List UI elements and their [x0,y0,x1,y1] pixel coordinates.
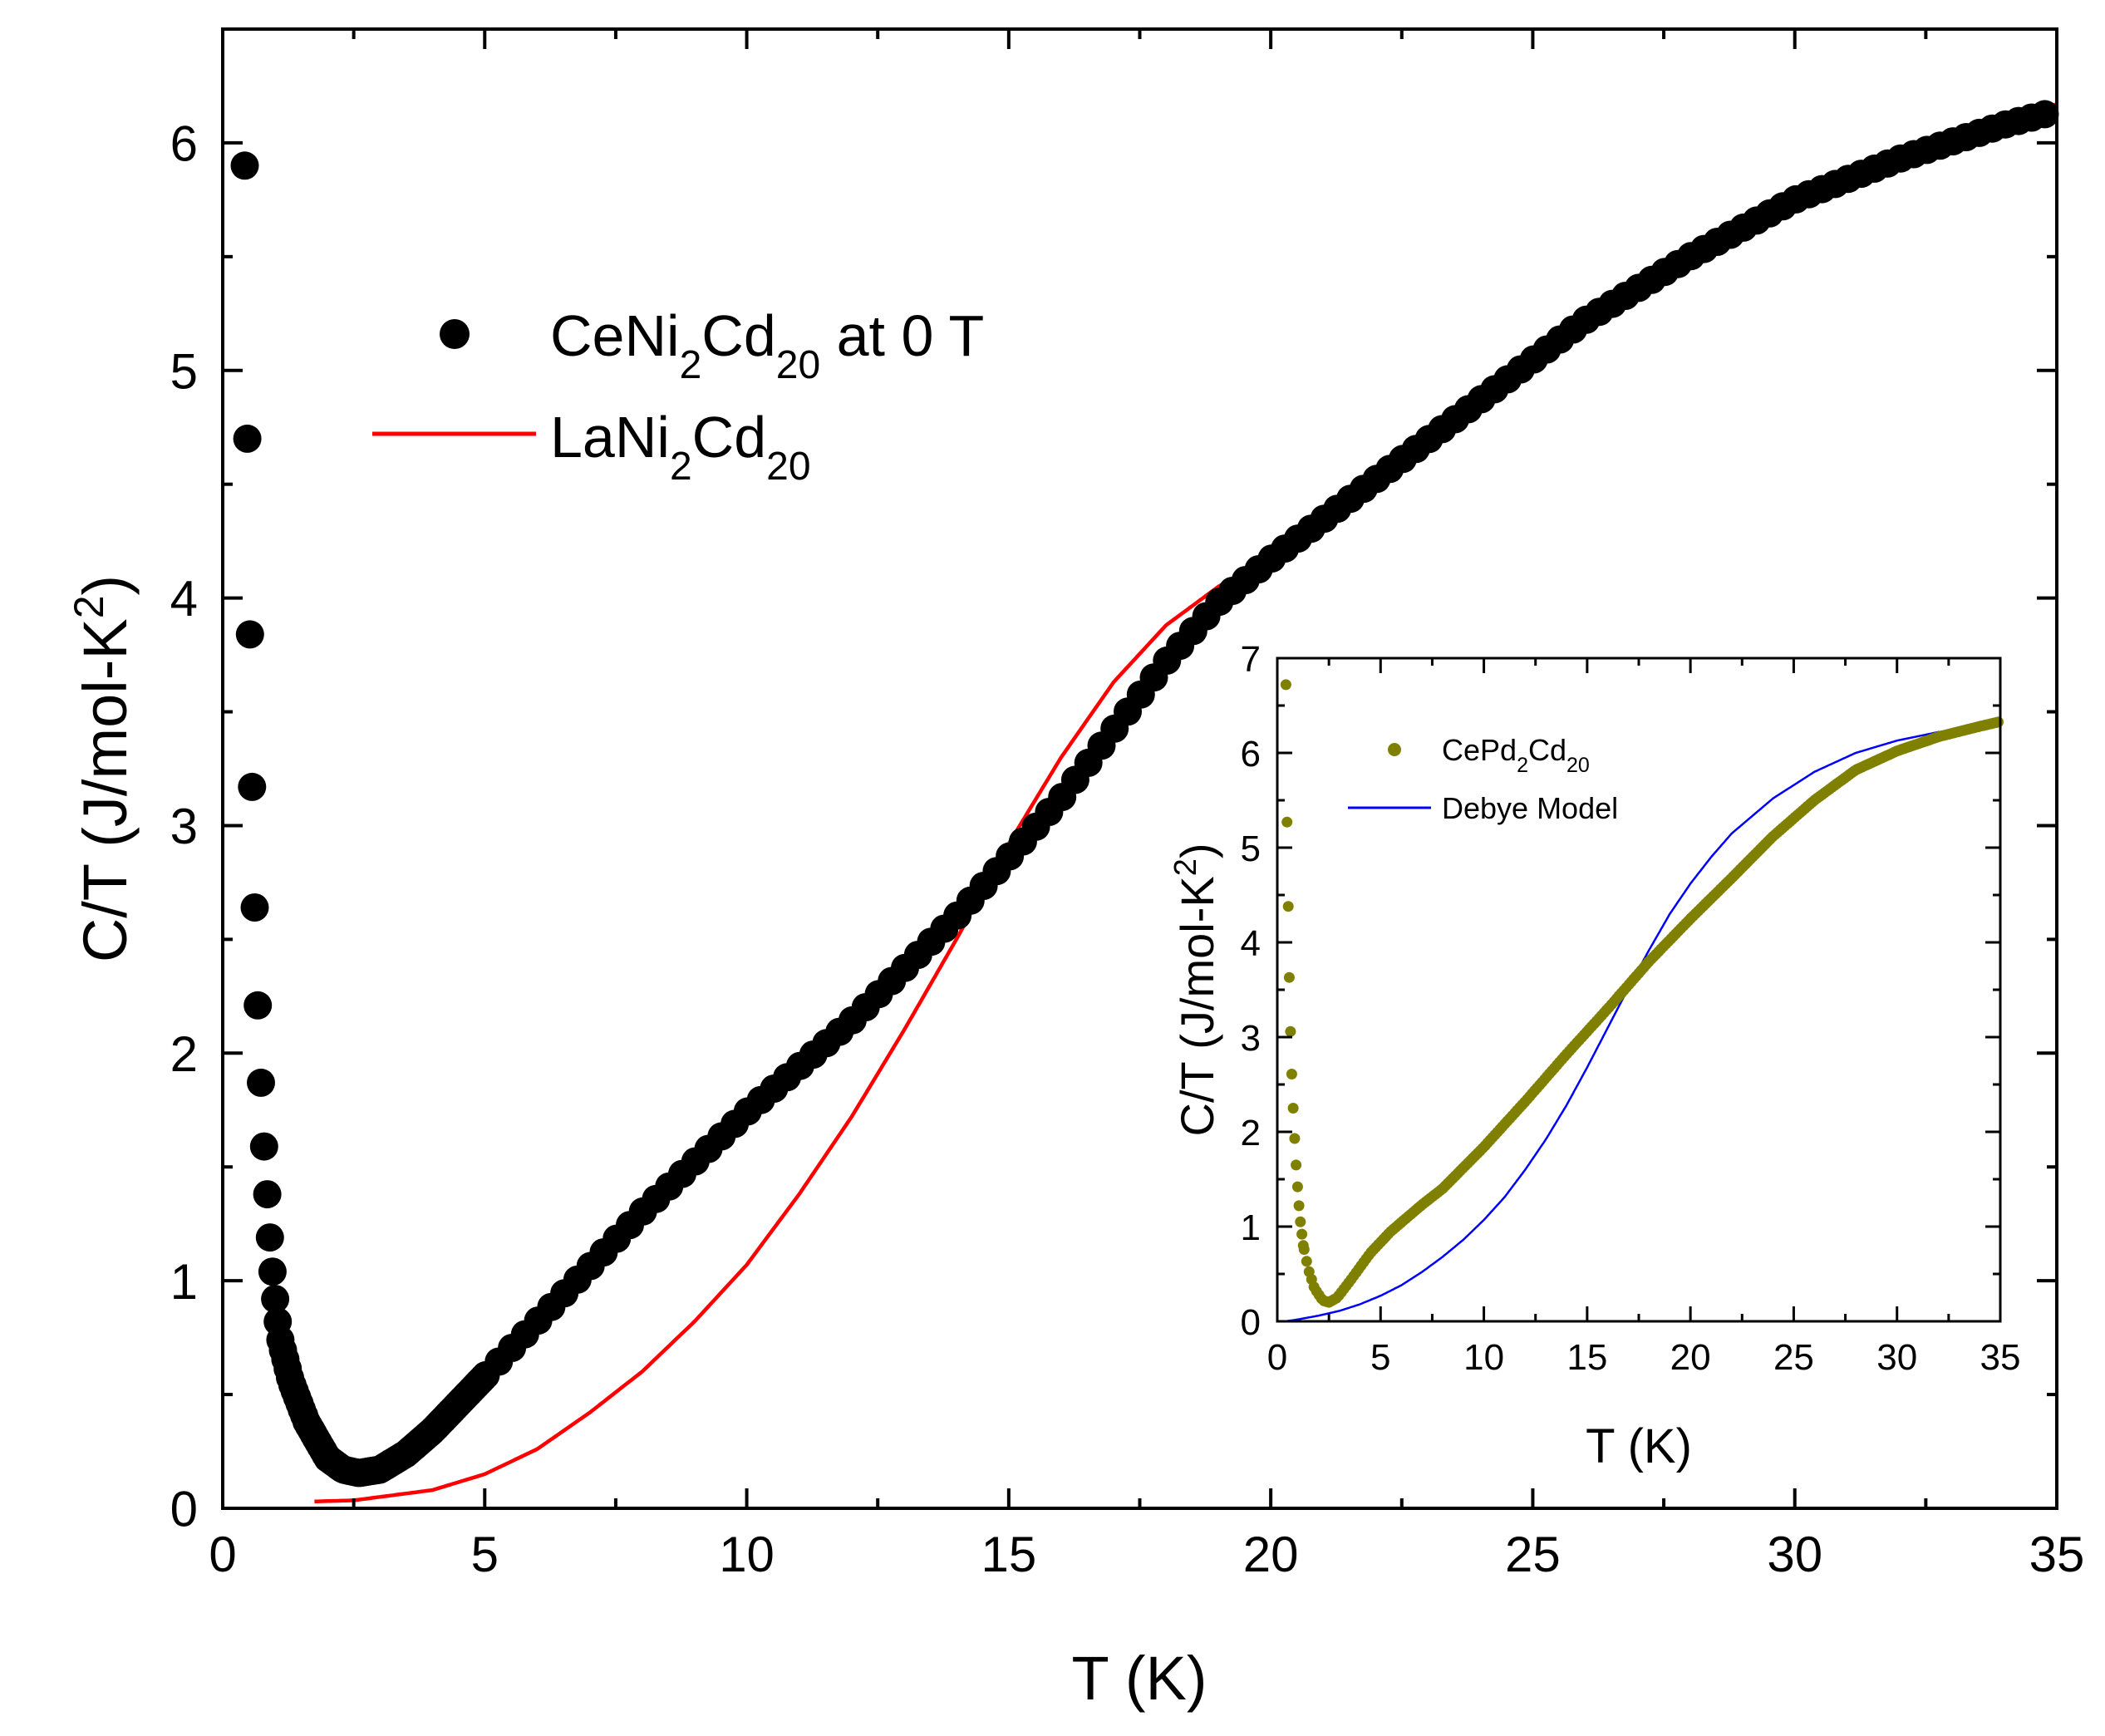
inset-axis-ticks: 0 5 10 15 20 25 30 35 0 1 2 3 4 5 6 7 [1241,639,2021,1378]
data-point-cepd2cd20 [1286,1069,1297,1079]
y-tick-label: 3 [170,799,198,854]
data-point-cepd2cd20 [1289,1133,1301,1144]
data-point-ceni2cd20-at-0-t [253,1180,282,1209]
x-tick-label: 25 [1505,1527,1561,1582]
y-tick-label: 2 [1241,1113,1261,1153]
y-tick-label: 5 [170,343,198,399]
data-point-ceni2cd20-at-0-t [233,424,262,453]
x-tick-label: 35 [1980,1337,2021,1378]
data-point-cepd2cd20 [1291,1181,1303,1193]
x-tick-label: 5 [1370,1337,1390,1378]
y-tick-label: 7 [1241,639,1261,680]
data-point-ceni2cd20-at-0-t [255,1223,284,1252]
data-point-ceni2cd20-at-0-t [249,1132,278,1161]
y-tick-label: 1 [170,1254,198,1310]
main-series-layer [230,100,2059,1504]
data-point-ceni2cd20-at-0-t [2030,100,2059,129]
x-tick-label: 15 [1566,1337,1607,1378]
inset-y-axis-label: C/T (J/mol-K2) [1168,843,1223,1137]
legend-marker-cepd2cd20 [1388,743,1401,756]
y-tick-label: 1 [1241,1207,1261,1248]
data-point-ceni2cd20-at-0-t [243,991,273,1020]
data-point-cepd2cd20 [1293,1200,1305,1212]
y-tick-label: 4 [1241,923,1261,964]
y-tick-label: 4 [170,571,198,627]
y-tick-label: 0 [170,1482,198,1537]
main-y-axis-label: C/T (J/mol-K2) [66,575,140,962]
x-tick-label: 5 [471,1527,499,1582]
data-point-cepd2cd20 [1993,716,2004,728]
y-tick-label: 6 [1241,734,1261,775]
y-tick-label: 0 [1241,1302,1261,1343]
y-tick-label: 5 [1241,829,1261,869]
x-tick-label: 15 [981,1527,1036,1582]
data-point-cepd2cd20 [1296,1228,1308,1240]
y-tick-label: 6 [170,116,198,172]
x-tick-label: 10 [1463,1337,1504,1378]
main-legend: CeNi2Cd20 at 0 T LaNi2Cd20 [372,303,984,489]
data-point-cepd2cd20 [1287,1103,1299,1114]
data-point-cepd2cd20 [1281,816,1293,828]
data-point-cepd2cd20 [1285,1025,1296,1037]
data-point-cepd2cd20 [1295,1216,1306,1227]
inset-background [1276,657,2002,1321]
data-point-ceni2cd20-at-0-t [238,772,267,801]
inset-plot: 0 5 10 15 20 25 30 35 0 1 2 3 4 5 6 7 T (K) C/T (J/mol-… [1168,639,2020,1473]
data-point-ceni2cd20-at-0-t [230,151,259,180]
data-point-ceni2cd20-at-0-t [247,1068,275,1097]
inset-x-axis-label: T (K) [1586,1419,1692,1473]
data-point-cepd2cd20 [1291,1159,1302,1171]
y-tick-label: 2 [170,1026,198,1082]
data-point-cepd2cd20 [1282,901,1294,912]
x-tick-label: 20 [1243,1527,1299,1582]
x-tick-label: 30 [1876,1337,1917,1378]
inset-legend: CePd2Cd20 Debye Model [1348,733,1618,825]
legend-marker-ceni2cd20 [440,319,470,349]
legend-label-cepd2cd20: CePd2Cd20 [1442,733,1590,777]
legend-label-debye-model: Debye Model [1442,791,1618,825]
data-point-cepd2cd20 [1280,679,1291,691]
data-point-ceni2cd20-at-0-t [258,1257,287,1286]
x-tick-label: 0 [209,1527,236,1582]
x-tick-label: 35 [2029,1527,2085,1582]
x-tick-label: 30 [1767,1527,1822,1582]
x-tick-label: 10 [719,1527,775,1582]
y-tick-label: 3 [1241,1018,1261,1059]
data-point-ceni2cd20-at-0-t [261,1285,290,1314]
x-tick-label: 25 [1773,1337,1814,1378]
x-tick-label: 0 [1267,1337,1287,1378]
legend-label-ceni2cd20: CeNi2Cd20 at 0 T [550,303,984,387]
x-tick-label: 20 [1670,1337,1711,1378]
inset-series-layer [1280,679,2004,1323]
data-point-ceni2cd20-at-0-t [235,620,264,649]
data-point-cepd2cd20 [1298,1244,1310,1255]
data-point-cepd2cd20 [1283,971,1295,983]
legend-label-lani2cd20: LaNi2Cd20 [550,405,811,489]
data-point-cepd2cd20 [1301,1256,1312,1267]
data-point-ceni2cd20-at-0-t [240,893,269,922]
main-x-axis-label: T (K) [1071,1644,1207,1713]
